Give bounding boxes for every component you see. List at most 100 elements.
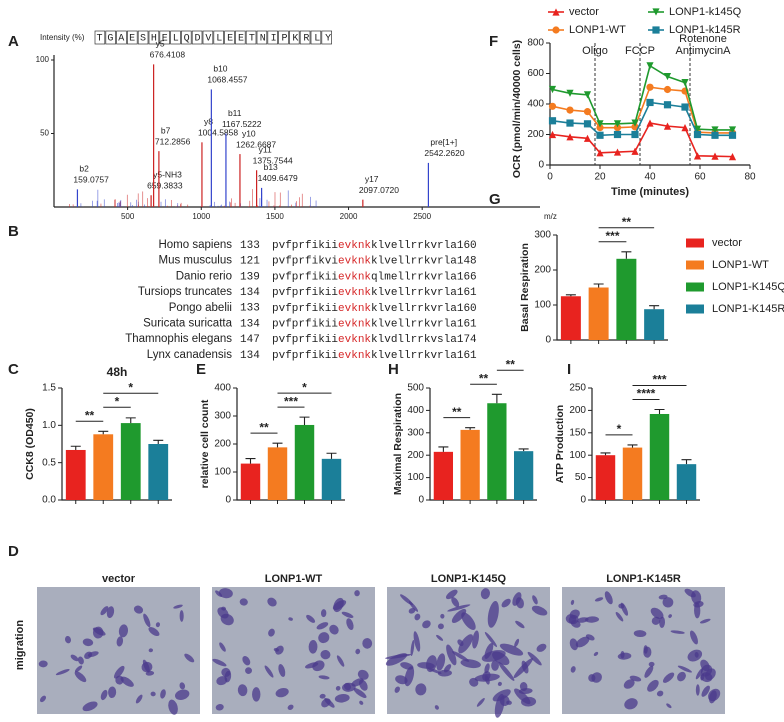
- residue-box: [299, 30, 311, 45]
- cell: [168, 699, 178, 715]
- cell: [437, 623, 444, 630]
- marker: [596, 149, 604, 157]
- sequence-part: 148: [457, 256, 477, 268]
- y-tick-label: 100: [36, 55, 50, 64]
- micrograph: [37, 587, 200, 714]
- y-axis-label: relative cell count: [199, 399, 211, 488]
- cell: [512, 592, 522, 606]
- mz-label: 1004.5858: [198, 128, 238, 138]
- sequence: pvfprfikiievknkklvellrrkvrla160: [272, 303, 477, 315]
- marker: [552, 8, 560, 16]
- cell: [115, 675, 124, 685]
- residue-box: [224, 30, 235, 45]
- sequence-part: 166: [457, 271, 477, 283]
- cell: [659, 616, 666, 629]
- cell: [658, 594, 668, 600]
- residue-box: [127, 30, 138, 45]
- cell: [427, 667, 442, 674]
- ion-label: y17: [365, 174, 379, 184]
- species-name: Pongo abelii: [169, 302, 232, 314]
- x-tick-label: 80: [744, 172, 756, 183]
- cell: [436, 653, 446, 671]
- marker: [596, 124, 604, 132]
- marker: [613, 120, 622, 128]
- cell: [643, 646, 652, 658]
- cell: [64, 635, 72, 644]
- protocol-label: FCCP: [625, 45, 655, 57]
- ion-label: b2: [79, 164, 89, 174]
- error-bar: [491, 393, 502, 404]
- legend-swatch: [686, 260, 704, 270]
- cell: [275, 645, 284, 655]
- y-tick-label: 200: [569, 405, 586, 416]
- cell: [216, 676, 228, 686]
- cell: [135, 694, 143, 704]
- chart-title: 48h: [107, 365, 128, 379]
- cell: [443, 664, 452, 673]
- cell: [148, 648, 154, 653]
- bar: [487, 403, 507, 500]
- y-tick-label: 1.0: [42, 420, 56, 431]
- cell: [501, 598, 511, 608]
- significance-label: *: [302, 380, 307, 394]
- y-axis-label: Maximal Respiration: [392, 393, 404, 495]
- error-bar: [299, 416, 310, 425]
- cell: [70, 654, 79, 662]
- cell: [491, 660, 499, 671]
- y-tick-label: 50: [40, 129, 49, 138]
- mz-label: 1068.4557: [207, 75, 247, 85]
- cell: [670, 630, 685, 634]
- panel-label: B: [8, 223, 19, 240]
- species-name: Homo sapiens: [158, 239, 232, 251]
- cell: [656, 690, 664, 697]
- cell: [100, 689, 108, 701]
- marker: [552, 26, 560, 34]
- start-position: 139: [240, 271, 260, 283]
- marker: [566, 119, 574, 127]
- ion-label: y5-NH3: [153, 169, 182, 179]
- y-tick-label: 100: [407, 472, 424, 483]
- legend-swatch: [686, 282, 704, 292]
- marker: [663, 101, 672, 109]
- error-bar: [465, 427, 476, 430]
- sequence-part: pvfprfikii: [272, 350, 338, 362]
- cell: [472, 630, 479, 649]
- y-tick-label: 0: [545, 335, 551, 346]
- residue-box: [148, 30, 160, 45]
- cell: [515, 620, 525, 629]
- legend-label: LONP1-k145R: [669, 24, 741, 36]
- ion-label: y10: [242, 128, 256, 138]
- species-name: Mus musculus: [159, 255, 233, 267]
- residue-box: [321, 30, 332, 45]
- marker: [583, 108, 592, 116]
- error-bar: [600, 452, 611, 456]
- ion-label: y5: [156, 39, 165, 49]
- error-bar: [125, 417, 136, 424]
- cell: [699, 618, 711, 624]
- cell: [513, 658, 534, 679]
- cell: [447, 604, 471, 612]
- cell: [133, 605, 144, 614]
- sequence-part: 161: [457, 318, 477, 330]
- cell: [440, 613, 445, 619]
- sequence-part: 161: [457, 350, 477, 362]
- residue-box: [94, 30, 106, 45]
- cell: [341, 611, 354, 618]
- cell: [624, 698, 638, 710]
- marker: [548, 130, 557, 139]
- marker: [566, 133, 574, 141]
- cell: [306, 614, 316, 623]
- significance-label: *: [115, 394, 120, 408]
- cell: [662, 597, 674, 608]
- image-label: vector: [102, 573, 136, 585]
- cell: [668, 614, 672, 619]
- y-axis-label: Intensity (%): [40, 33, 85, 42]
- bar: [622, 447, 643, 500]
- cell: [100, 606, 109, 616]
- cell: [570, 599, 575, 605]
- y-axis-label: OCR (pmol/min/40000 cells): [511, 40, 523, 178]
- cell: [593, 651, 599, 657]
- significance-label: ***: [605, 229, 619, 243]
- species-name: Tursiops truncates: [138, 286, 232, 298]
- cell: [476, 698, 485, 707]
